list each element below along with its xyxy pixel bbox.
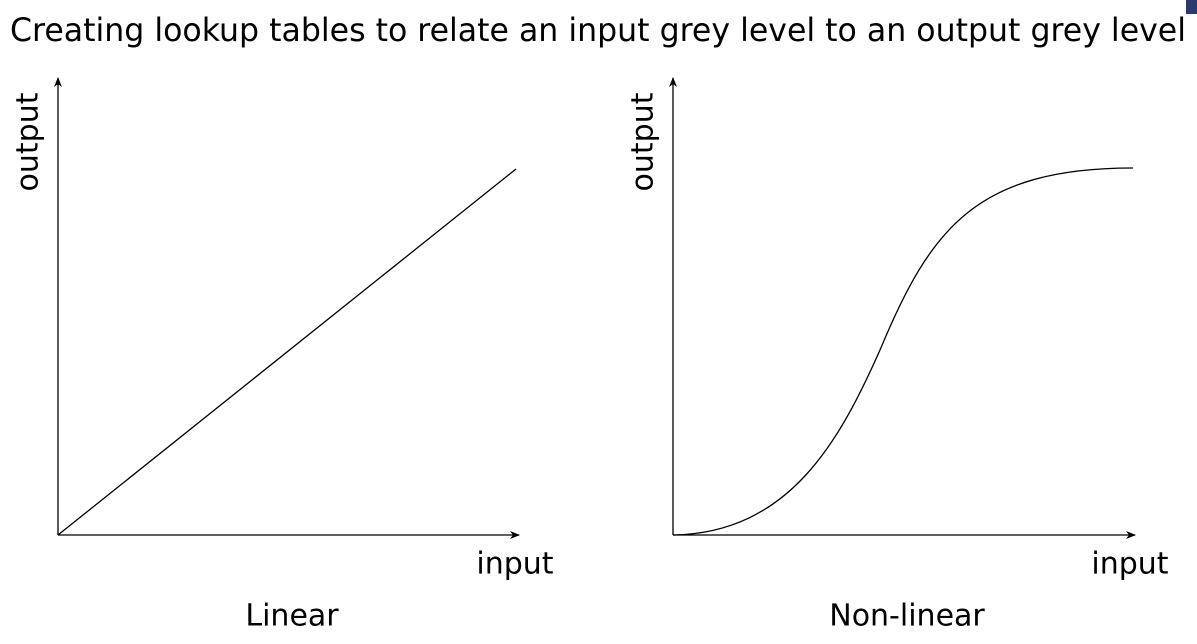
x-axis-label: input bbox=[1091, 547, 1168, 582]
lookup-line bbox=[57, 168, 517, 536]
x-axis-label: input bbox=[476, 547, 553, 582]
lookup-curve bbox=[672, 167, 1134, 536]
y-axis-label: output bbox=[626, 92, 661, 191]
corner-tab bbox=[1186, 0, 1197, 14]
slide-title: Creating lookup tables to relate an inpu… bbox=[10, 11, 1186, 49]
y-axis-label: output bbox=[11, 92, 46, 191]
panel-caption: Non-linear bbox=[829, 599, 985, 634]
panel-caption: Linear bbox=[245, 599, 339, 634]
linear-panel: input output Linear bbox=[11, 77, 554, 634]
nonlinear-panel: input output Non-linear bbox=[626, 77, 1169, 634]
